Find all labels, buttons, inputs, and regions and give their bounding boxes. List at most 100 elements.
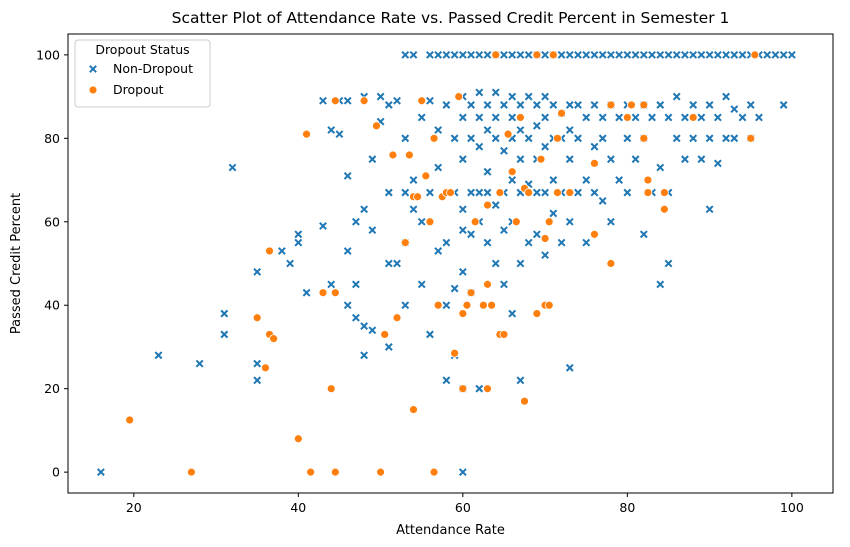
non-dropout-point bbox=[401, 188, 410, 197]
dropout-point bbox=[326, 384, 336, 394]
dropout-point bbox=[454, 92, 464, 101]
non-dropout-point bbox=[360, 351, 369, 360]
non-dropout-point bbox=[335, 130, 344, 139]
dropout-point bbox=[544, 217, 554, 227]
non-dropout-point bbox=[319, 222, 327, 230]
dropout-point bbox=[413, 192, 422, 202]
non-dropout-point bbox=[582, 176, 591, 184]
non-dropout-point bbox=[458, 267, 467, 276]
non-dropout-point bbox=[582, 50, 591, 59]
non-dropout-point bbox=[557, 50, 566, 59]
non-dropout-point bbox=[738, 113, 747, 122]
non-dropout-point bbox=[590, 142, 599, 151]
non-dropout-point bbox=[549, 176, 558, 184]
dropout-point bbox=[520, 396, 529, 406]
non-dropout-point bbox=[648, 113, 656, 122]
non-dropout-point bbox=[417, 217, 426, 226]
non-dropout-point bbox=[294, 238, 303, 247]
non-dropout-point bbox=[549, 101, 558, 109]
y-tick-label: 0 bbox=[52, 465, 60, 480]
non-dropout-point bbox=[590, 188, 599, 197]
plot-area bbox=[67, 33, 834, 494]
dropout-point bbox=[483, 200, 492, 210]
non-dropout-point bbox=[746, 101, 755, 109]
non-dropout-point bbox=[582, 113, 591, 122]
non-dropout-point bbox=[541, 251, 550, 260]
non-dropout-point bbox=[516, 126, 525, 134]
non-dropout-point bbox=[393, 259, 401, 268]
non-dropout-point bbox=[713, 159, 722, 168]
dropout-point bbox=[590, 229, 599, 239]
dropout-point bbox=[400, 238, 410, 248]
dropout-point bbox=[450, 348, 460, 358]
non-dropout-point bbox=[574, 188, 582, 197]
non-dropout-point bbox=[615, 113, 624, 122]
dropout-point bbox=[372, 121, 381, 131]
non-dropout-point bbox=[458, 113, 467, 122]
non-dropout-point bbox=[664, 113, 673, 122]
non-dropout-point bbox=[541, 113, 550, 122]
non-dropout-point bbox=[458, 226, 467, 235]
dropout-point bbox=[125, 415, 135, 425]
non-dropout-point bbox=[475, 50, 484, 59]
non-dropout-point bbox=[253, 267, 262, 276]
non-dropout-point bbox=[738, 50, 747, 59]
non-dropout-point bbox=[220, 309, 229, 318]
non-dropout-point bbox=[442, 376, 451, 385]
non-dropout-point bbox=[565, 126, 574, 134]
dropout-point bbox=[330, 96, 340, 106]
non-dropout-point bbox=[722, 50, 730, 59]
dropout-point bbox=[622, 113, 632, 122]
non-dropout-point bbox=[500, 280, 508, 289]
non-dropout-point bbox=[467, 101, 475, 109]
non-dropout-point bbox=[557, 238, 566, 247]
non-dropout-point bbox=[360, 205, 369, 214]
non-dropout-point bbox=[327, 126, 336, 134]
non-dropout-point bbox=[574, 134, 582, 143]
x-tick-label: 100 bbox=[780, 500, 804, 515]
series-dropout bbox=[125, 50, 760, 477]
non-dropout-point bbox=[755, 113, 763, 122]
non-dropout-point bbox=[565, 155, 574, 164]
dropout-point bbox=[446, 188, 455, 197]
non-dropout-point bbox=[524, 92, 533, 101]
non-dropout-point bbox=[483, 101, 492, 109]
non-dropout-point bbox=[623, 134, 632, 143]
non-dropout-point bbox=[434, 247, 443, 255]
non-dropout-point bbox=[368, 155, 377, 164]
non-dropout-point bbox=[154, 351, 163, 360]
dropout-point bbox=[627, 100, 636, 110]
non-dropout-point bbox=[491, 201, 500, 209]
non-dropout-point bbox=[730, 50, 739, 59]
dropout-point bbox=[750, 50, 760, 60]
non-dropout-point bbox=[574, 101, 582, 109]
dropout-point bbox=[483, 384, 492, 394]
non-dropout-point bbox=[426, 188, 434, 197]
dropout-point bbox=[553, 188, 562, 197]
non-dropout-point bbox=[524, 134, 533, 143]
dropout-point bbox=[499, 330, 509, 339]
y-tick-label: 100 bbox=[36, 47, 60, 62]
non-dropout-point bbox=[467, 188, 475, 197]
dropout-point bbox=[511, 217, 521, 227]
non-dropout-point bbox=[360, 322, 369, 330]
non-dropout-point bbox=[228, 163, 237, 172]
dropout-point bbox=[433, 300, 443, 310]
legend-label: Dropout bbox=[113, 82, 164, 97]
non-dropout-point bbox=[697, 50, 706, 59]
non-dropout-point bbox=[475, 188, 484, 197]
dropout-point bbox=[643, 188, 653, 197]
non-dropout-point bbox=[409, 50, 418, 59]
dropout-point bbox=[261, 363, 270, 373]
non-dropout-point bbox=[722, 134, 730, 143]
non-dropout-point bbox=[565, 101, 574, 109]
non-dropout-point bbox=[442, 238, 451, 247]
non-dropout-point bbox=[541, 50, 550, 59]
non-dropout-point bbox=[483, 50, 492, 59]
non-dropout-point bbox=[458, 468, 467, 477]
dropout-point bbox=[544, 300, 554, 310]
non-dropout-point bbox=[672, 50, 681, 59]
non-dropout-point bbox=[705, 134, 714, 143]
non-dropout-point bbox=[590, 50, 599, 59]
non-dropout-point bbox=[508, 50, 517, 59]
